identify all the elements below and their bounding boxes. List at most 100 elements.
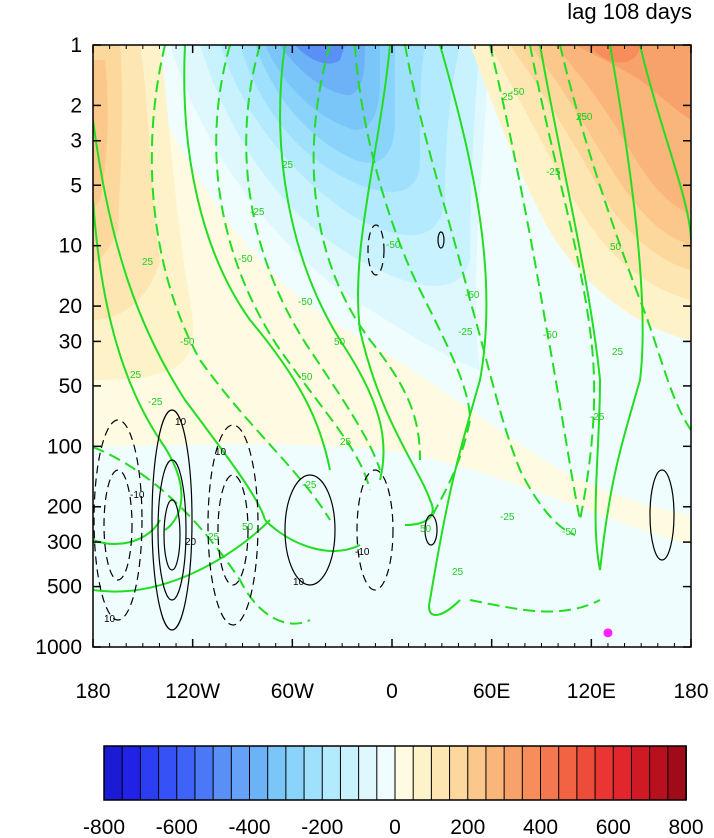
black-contour-labels: 10 10 20 -10 10 -10 10 xyxy=(104,417,370,625)
contour-label: 25 xyxy=(452,567,464,578)
contour-label: -50 xyxy=(238,254,253,265)
colorbar-label: 800 xyxy=(668,816,703,838)
colorbar-swatch xyxy=(558,745,578,801)
contour-label: -50 xyxy=(298,297,313,308)
contour-label: 25 xyxy=(502,92,514,103)
colorbar-swatch xyxy=(467,745,487,801)
colorbar-label: -800 xyxy=(83,816,125,838)
colorbar-swatch xyxy=(521,745,542,801)
x-tick-label: 60W xyxy=(271,680,314,703)
colorbar-swatch xyxy=(503,745,524,801)
y-axis: 1 2 3 5 10 20 30 50 100 200 300 500 1000 xyxy=(35,34,691,659)
colorbar-swatch xyxy=(249,745,269,801)
contour-label: 50 xyxy=(420,524,432,535)
colorbar-label: 200 xyxy=(450,816,485,838)
colorbar-swatch xyxy=(667,745,687,801)
contour-label: 10 xyxy=(104,614,116,625)
x-tick-label: 120E xyxy=(567,680,616,703)
colorbar-swatch xyxy=(103,745,124,801)
contour-label: -25 xyxy=(148,397,163,408)
contour-label: -50 xyxy=(465,290,480,301)
colorbar-swatch xyxy=(358,745,378,801)
contour-label: 50 xyxy=(334,337,346,348)
y-tick-label: 2 xyxy=(70,94,82,117)
contour-label: -50 xyxy=(180,337,195,348)
colorbar-swatch xyxy=(540,745,560,801)
colorbar-swatch xyxy=(594,745,615,801)
colorbar-label: -400 xyxy=(228,816,270,838)
contour-label: 10 xyxy=(215,447,227,458)
colorbar-label: 400 xyxy=(523,816,558,838)
contour-label: 25 xyxy=(142,257,154,268)
green-dashed-contours xyxy=(93,45,691,625)
colorbar-swatch xyxy=(139,745,160,801)
colorbar-swatch xyxy=(321,745,342,801)
contour-label: -50 xyxy=(386,240,401,251)
y-tick-label: 10 xyxy=(59,235,82,258)
colorbar-swatch xyxy=(121,745,142,801)
colorbar-swatch xyxy=(430,745,451,801)
contours: 25 25 -25 -50 25 50 -25 -50 25 -50 -50 5… xyxy=(93,45,691,631)
colorbar-swatch xyxy=(485,745,506,801)
x-tick-label: 0 xyxy=(386,680,398,703)
colorbar-swatch xyxy=(376,745,396,801)
green-contour-labels: 25 25 -25 -50 25 50 -25 -50 25 -50 -50 5… xyxy=(130,87,624,578)
y-tick-label: 3 xyxy=(70,130,82,153)
y-tick-label: 1 xyxy=(70,34,82,57)
y-tick-label: 200 xyxy=(47,496,82,519)
colorbar-swatch xyxy=(176,745,196,801)
contour-label: 25 xyxy=(282,160,294,171)
contour-label: 10 xyxy=(175,417,187,428)
contour-label: 25 xyxy=(130,370,142,381)
colorbar-swatch xyxy=(630,745,651,801)
contour-label: -25 xyxy=(546,167,561,178)
black-contours xyxy=(151,231,675,631)
contour-label: -50 xyxy=(578,112,593,123)
x-tick-label: 60E xyxy=(473,680,510,703)
colorbar-label: 0 xyxy=(389,816,401,838)
contour-label: -25 xyxy=(590,412,605,423)
black-dashed-contours xyxy=(93,224,394,626)
contour-label: 50 xyxy=(242,522,254,533)
contour-label: 25 xyxy=(576,112,588,123)
contour-label: -25 xyxy=(500,512,515,523)
contour-label: 25 xyxy=(208,532,220,543)
x-tick-label: 120W xyxy=(165,680,220,703)
x-axis: 180 120W 60W 0 60E 120E 180 xyxy=(75,45,709,703)
colorbar-swatch xyxy=(158,745,178,801)
colorbar-frame xyxy=(103,745,687,801)
chart-title: lag 108 days xyxy=(567,0,692,24)
x-tick-label: 180 xyxy=(673,680,708,703)
location-marker xyxy=(603,628,613,638)
colorbar-swatch xyxy=(576,745,596,801)
y-tick-label: 30 xyxy=(59,330,82,353)
contour-label: -50 xyxy=(543,330,558,341)
contour-label: 50 xyxy=(610,242,622,253)
colorbar-swatch xyxy=(394,745,415,801)
colorbar-swatch xyxy=(230,745,251,801)
contour-label: -50 xyxy=(510,87,525,98)
y-tick-label: 1000 xyxy=(35,636,82,659)
colorbar-label: -600 xyxy=(156,816,198,838)
colorbar-swatch xyxy=(267,745,287,801)
contour-label: -25 xyxy=(250,207,265,218)
contour-label: -50 xyxy=(562,527,577,538)
contour-label: 20 xyxy=(185,537,197,548)
y-tick-label: 500 xyxy=(47,576,82,599)
colorbar-swatch xyxy=(303,745,324,801)
colorbar-label: 600 xyxy=(596,816,631,838)
colorbar-swatch xyxy=(339,745,360,801)
contour-label: 25 xyxy=(612,347,624,358)
contour-label: 25 xyxy=(340,437,352,448)
colorbar-swatch xyxy=(449,745,469,801)
colorbar-label: -200 xyxy=(301,816,343,838)
y-tick-label: 100 xyxy=(47,435,82,458)
colorbar-swatch xyxy=(285,745,305,801)
x-tick-label: 180 xyxy=(75,680,110,703)
colorbar: -800 -600 -400 -200 0 200 400 600 800 xyxy=(83,745,704,838)
contour-label: -50 xyxy=(298,372,313,383)
contour-label: -25 xyxy=(302,480,317,491)
y-tick-label: 5 xyxy=(70,174,82,197)
colorbar-swatch xyxy=(194,745,215,801)
